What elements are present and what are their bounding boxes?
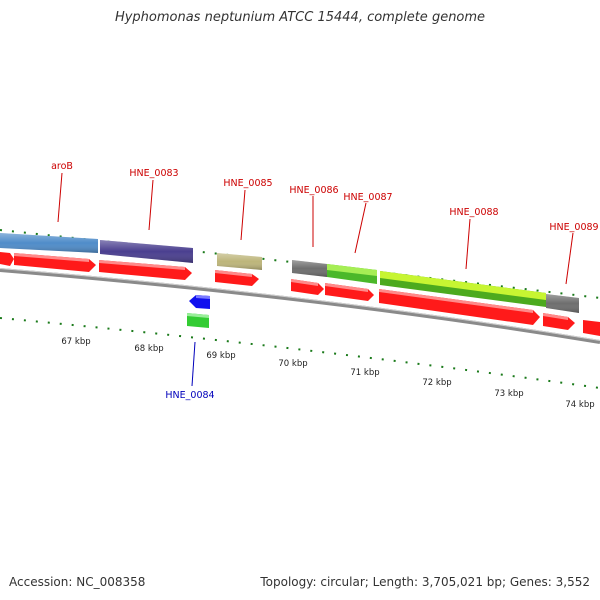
feature-bar-aroB[interactable] xyxy=(0,233,98,253)
cds-arrow-8[interactable] xyxy=(543,313,575,330)
tick-track-lower xyxy=(0,317,600,389)
gene-label-HNE_0083[interactable]: HNE_0083 xyxy=(129,168,178,179)
gene-label-HNE_0087[interactable]: HNE_0087 xyxy=(343,192,392,203)
gene-label-HNE_0085[interactable]: HNE_0085 xyxy=(223,178,272,189)
scale-label-69: 69 kbp xyxy=(206,351,235,361)
gene-label-HNE_0089[interactable]: HNE_0089 xyxy=(549,222,598,233)
scale-label-70: 70 kbp xyxy=(278,359,307,369)
scale-label-74: 74 kbp xyxy=(565,400,594,410)
cds-arrow-6[interactable] xyxy=(325,283,374,301)
gene-label-aroB[interactable]: aroB xyxy=(51,161,73,172)
feature-bar-HNE_0088[interactable] xyxy=(380,271,546,307)
cds-arrow-5[interactable] xyxy=(291,279,324,295)
cds-arrow-1[interactable] xyxy=(0,252,14,266)
feature-bar-HNE_0084[interactable] xyxy=(187,313,209,328)
feature-bar-HNE_0089[interactable] xyxy=(546,294,579,313)
scale-label-68: 68 kbp xyxy=(134,344,163,354)
feature-bar-HNE_0086[interactable] xyxy=(292,260,327,277)
cds-arrow-2[interactable] xyxy=(14,253,96,272)
label-leader-lines xyxy=(57,172,574,387)
backbone xyxy=(0,268,600,344)
scale-label-71: 71 kbp xyxy=(350,368,379,378)
gene-label-HNE_0084[interactable]: HNE_0084 xyxy=(165,390,214,401)
scale-label-72: 72 kbp xyxy=(422,378,451,388)
cds-arrow-3[interactable] xyxy=(99,260,192,280)
feature-bar-HNE_0087[interactable] xyxy=(327,264,377,284)
cds-arrow-4[interactable] xyxy=(215,270,259,286)
scale-label-73: 73 kbp xyxy=(494,389,523,399)
cds-arrow-reverse[interactable] xyxy=(189,295,210,309)
cds-arrow-7[interactable] xyxy=(379,289,540,325)
map-title: Hyphomonas neptunium ATCC 15444, complet… xyxy=(114,10,486,25)
gene-label-HNE_0088[interactable]: HNE_0088 xyxy=(449,207,498,218)
feature-bar-HNE_0083[interactable] xyxy=(100,240,193,263)
feature-bar-HNE_0085[interactable] xyxy=(217,253,262,270)
accession-text: Accession: NC_008358 xyxy=(9,575,146,589)
genome-summary-text: Topology: circular; Length: 3,705,021 bp… xyxy=(260,575,590,589)
cds-arrow-9[interactable] xyxy=(583,320,600,336)
scale-label-67: 67 kbp xyxy=(61,337,90,347)
gene-label-HNE_0086[interactable]: HNE_0086 xyxy=(289,185,338,196)
